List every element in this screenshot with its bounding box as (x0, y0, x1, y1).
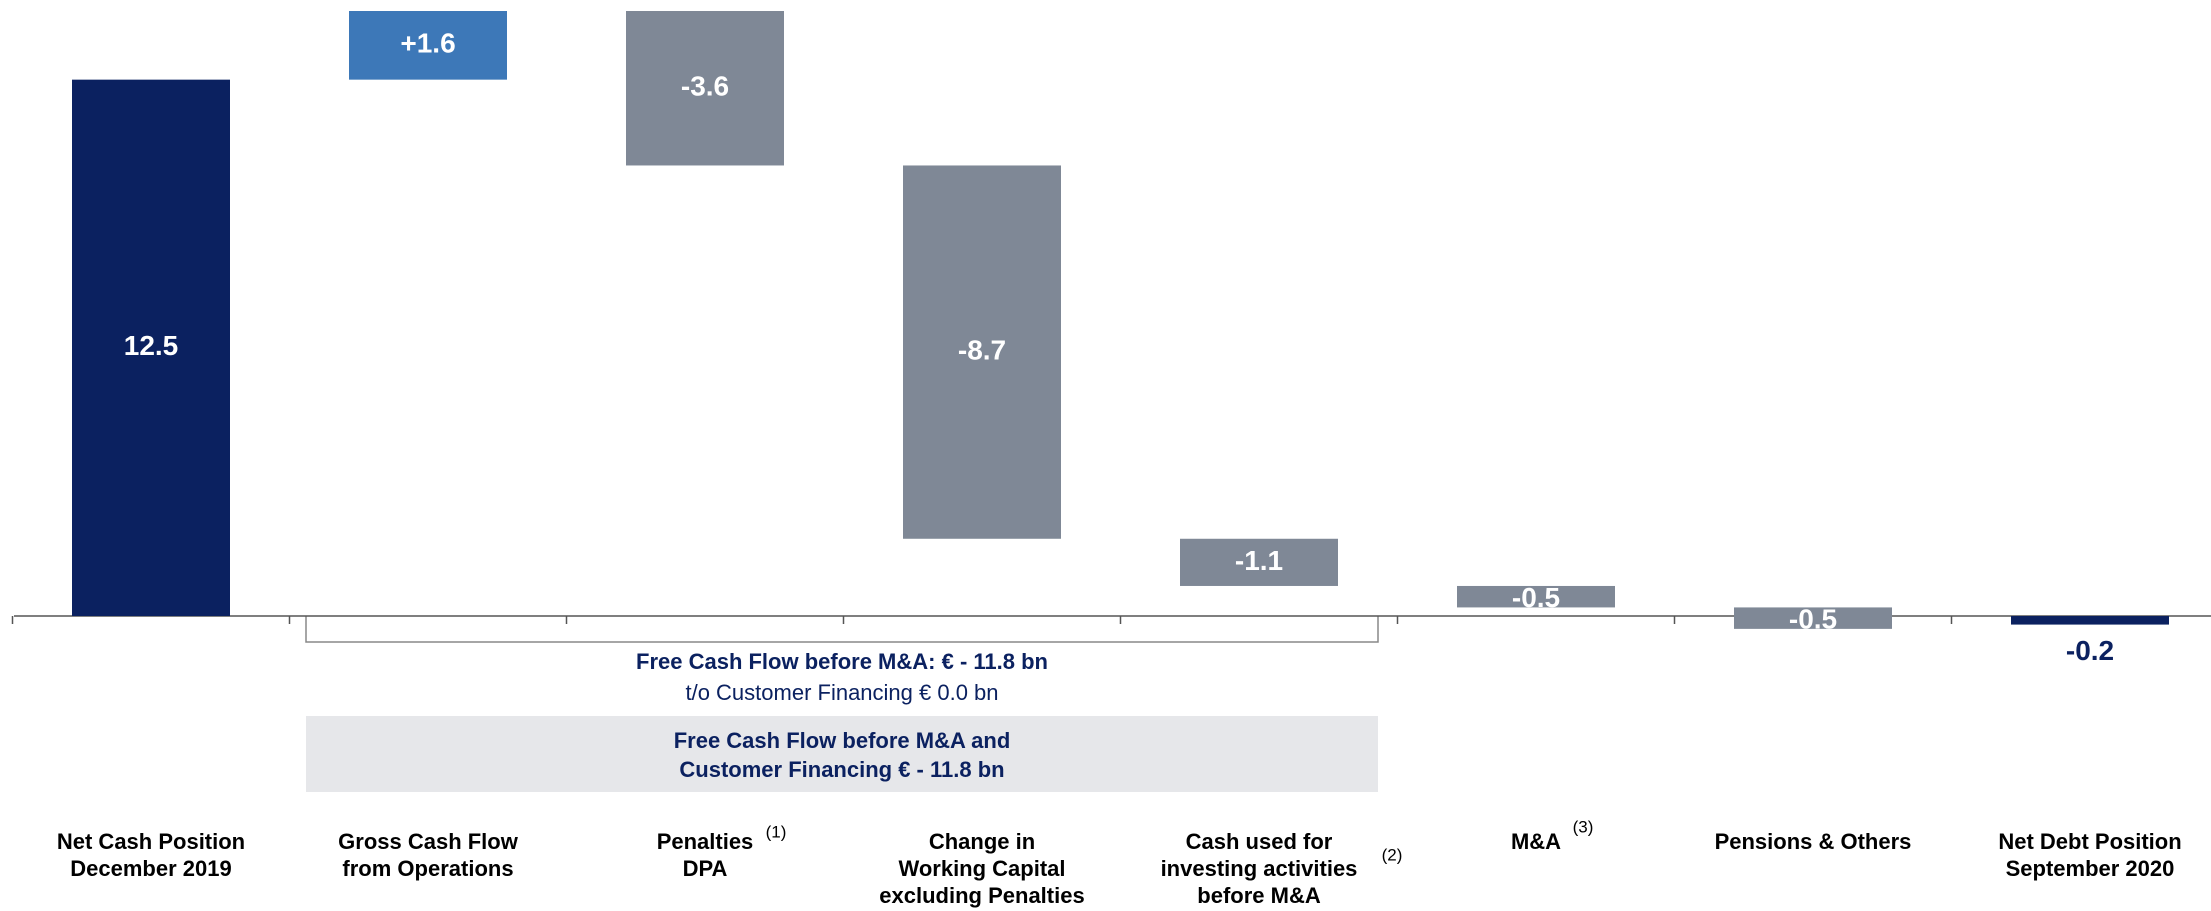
value-label: +1.6 (400, 28, 455, 59)
category-label: Gross Cash Flow from Operations (338, 829, 518, 881)
value-label: -1.1 (1235, 545, 1283, 576)
category-label: Net Cash Position December 2019 (56, 829, 246, 881)
value-label: -3.6 (681, 71, 729, 102)
bar (903, 165, 1061, 539)
footnote: (2) (1382, 845, 1403, 864)
bar (2011, 616, 2169, 625)
value-label: 12.5 (124, 330, 179, 361)
bar (1734, 607, 1892, 629)
annotation: Free Cash Flow before M&A and (674, 728, 1011, 753)
category-label: Cash used for investing activities befor… (1160, 829, 1358, 908)
value-label: -8.7 (958, 335, 1006, 366)
bar (72, 79, 230, 617)
annotation: t/o Customer Financing € 0.0 bn (685, 680, 998, 705)
category-label: M&A (1510, 829, 1562, 854)
bracket (305, 616, 1379, 643)
category-label: Net Debt Position September 2020 (1998, 829, 2182, 881)
bar (1180, 538, 1338, 586)
category-label: Change in Working Capital excluding Pena… (879, 829, 1085, 908)
category-label: Pensions & Others (1714, 829, 1912, 854)
category-label: Penalties DPA (656, 829, 754, 881)
value-label: -0.5 (1789, 603, 1837, 634)
annotation-box (306, 716, 1378, 792)
bar (626, 11, 784, 166)
bar (349, 11, 507, 80)
annotation: Customer Financing € - 11.8 bn (679, 757, 1004, 782)
value-label: -0.2 (2066, 635, 2114, 666)
footnote: (1) (766, 822, 787, 841)
value-label: -0.5 (1512, 582, 1560, 613)
annotation: Free Cash Flow before M&A: € - 11.8 bn (636, 649, 1048, 674)
footnote: (3) (1573, 817, 1594, 836)
bar (1457, 585, 1615, 608)
